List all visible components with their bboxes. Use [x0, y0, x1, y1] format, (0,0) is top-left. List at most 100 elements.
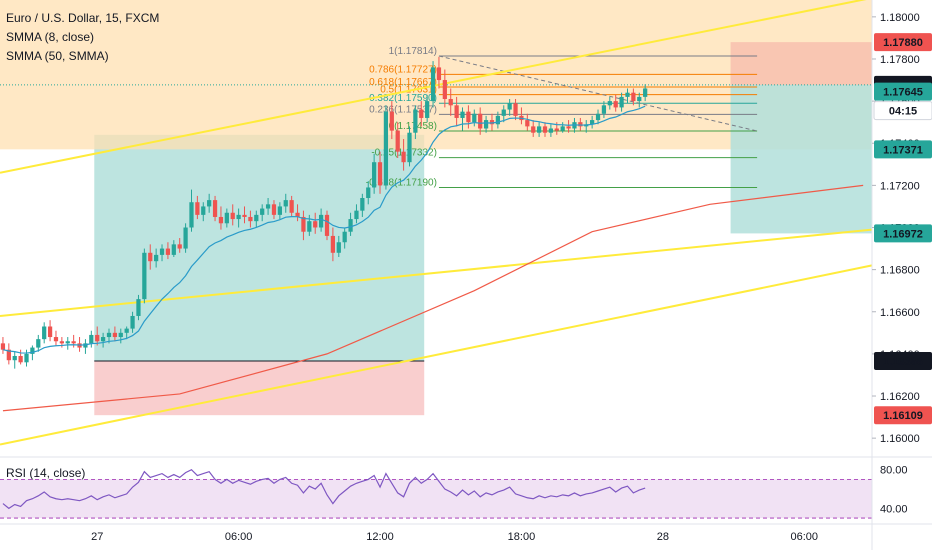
symbol-title[interactable]: Euro / U.S. Dollar, 15, FXCM [6, 11, 160, 25]
candle-body[interactable] [224, 212, 229, 224]
rsi-line[interactable] [2, 469, 646, 510]
candle-body[interactable] [525, 120, 530, 127]
candle-body[interactable] [360, 198, 365, 211]
candle-body[interactable] [230, 212, 235, 220]
candle-body[interactable] [112, 332, 118, 338]
price-badge[interactable] [874, 33, 932, 52]
candle-body[interactable] [413, 109, 418, 133]
smma-50-line[interactable] [2, 184, 864, 412]
candle-body[interactable] [578, 122, 583, 127]
candle-body[interactable] [124, 328, 129, 333]
candle-body[interactable] [295, 212, 300, 217]
candle-body[interactable] [377, 162, 383, 186]
candle-body[interactable] [159, 248, 165, 255]
candle-body[interactable] [277, 206, 282, 215]
candle-body[interactable] [436, 67, 442, 81]
candle-body[interactable] [318, 214, 324, 228]
candle-body[interactable] [348, 219, 353, 232]
candle-body[interactable] [607, 101, 612, 106]
candle-body[interactable] [419, 109, 424, 118]
smma-8-legend[interactable]: SMMA (8, close) [6, 30, 95, 44]
candle-body[interactable] [195, 202, 200, 215]
price-badge[interactable] [874, 140, 932, 159]
candle-body[interactable] [501, 109, 506, 116]
candle-body[interactable] [6, 349, 11, 361]
candle-body[interactable] [89, 334, 94, 344]
candle-body[interactable] [0, 343, 6, 350]
trend-line[interactable] [0, 264, 873, 446]
candle-body[interactable] [218, 216, 224, 224]
candle-body[interactable] [595, 113, 601, 121]
candle-body[interactable] [307, 221, 312, 232]
price-badge[interactable] [874, 406, 932, 425]
candle-body[interactable] [389, 111, 394, 131]
candle-body[interactable] [83, 343, 88, 348]
candle-body[interactable] [513, 103, 518, 116]
candle-body[interactable] [531, 126, 536, 133]
candle-body[interactable] [383, 111, 389, 186]
candle-body[interactable] [507, 103, 512, 110]
candle-body[interactable] [590, 120, 595, 125]
candle-body[interactable] [106, 332, 112, 338]
candle-body[interactable] [566, 126, 571, 129]
candle-body[interactable] [560, 126, 565, 131]
candle-body[interactable] [366, 187, 371, 199]
candle-body[interactable] [407, 132, 412, 163]
candle-body[interactable] [142, 252, 147, 300]
candle-body[interactable] [342, 231, 347, 243]
candle-body[interactable] [548, 128, 554, 133]
candle-body[interactable] [625, 92, 630, 97]
candle-body[interactable] [118, 332, 123, 338]
candle-body[interactable] [42, 326, 47, 340]
candle-body[interactable] [313, 221, 318, 228]
candle-body[interactable] [177, 244, 182, 249]
candle-body[interactable] [189, 202, 194, 228]
candle-body[interactable] [100, 337, 106, 342]
candle-body[interactable] [271, 204, 277, 215]
target-zone-4[interactable] [730, 84, 872, 234]
candle-body[interactable] [53, 337, 59, 342]
candle-body[interactable] [154, 254, 159, 262]
smma-8-line[interactable] [2, 105, 646, 354]
candle-body[interactable] [460, 111, 465, 118]
candle-body[interactable] [613, 101, 618, 108]
candle-body[interactable] [130, 315, 135, 329]
smma-50-legend[interactable]: SMMA (50, SMMA) [6, 49, 109, 63]
candle-body[interactable] [59, 341, 64, 344]
candle-body[interactable] [36, 339, 41, 348]
candle-body[interactable] [24, 353, 29, 363]
candle-body[interactable] [372, 162, 377, 188]
candle-body[interactable] [430, 67, 436, 102]
price-badge[interactable] [874, 224, 932, 243]
candle-body[interactable] [136, 299, 141, 316]
candle-body[interactable] [472, 113, 477, 123]
candle-body[interactable] [148, 252, 153, 262]
candle-body[interactable] [212, 200, 218, 217]
candle-body[interactable] [248, 216, 253, 222]
candle-body[interactable] [637, 96, 642, 102]
candle-body[interactable] [236, 214, 241, 220]
price-badge[interactable] [874, 82, 932, 101]
candle-body[interactable] [454, 105, 459, 118]
candle-body[interactable] [554, 128, 559, 131]
rsi-legend[interactable]: RSI (14, close) [6, 466, 86, 480]
candle-body[interactable] [30, 347, 35, 354]
stop-zone-3[interactable] [730, 42, 872, 85]
candle-body[interactable] [283, 200, 288, 207]
stop-zone-1[interactable] [94, 361, 425, 416]
candle-body[interactable] [324, 214, 330, 236]
trend-line[interactable] [0, 228, 873, 317]
candle-body[interactable] [489, 120, 495, 125]
candle-body[interactable] [619, 96, 624, 108]
fib-trend-line[interactable] [438, 55, 758, 132]
candle-body[interactable] [289, 200, 294, 213]
candle-body[interactable] [201, 206, 206, 215]
candle-body[interactable] [395, 130, 400, 152]
target-zone-0[interactable] [94, 134, 425, 362]
candle-body[interactable] [18, 355, 23, 363]
candle-body[interactable] [336, 242, 341, 253]
candle-body[interactable] [95, 334, 100, 342]
candle-body[interactable] [265, 204, 271, 209]
candle-body[interactable] [242, 214, 247, 217]
